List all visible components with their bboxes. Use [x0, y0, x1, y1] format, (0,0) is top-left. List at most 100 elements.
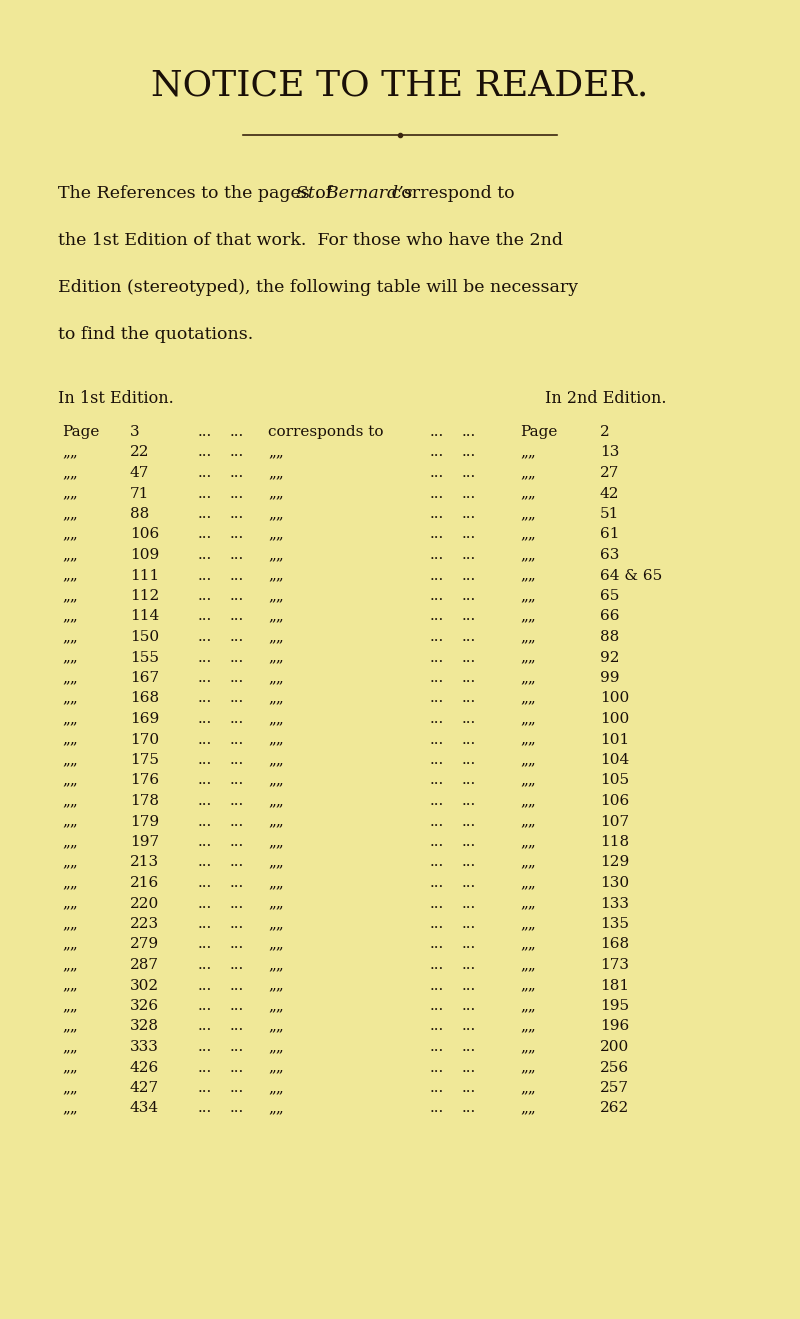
Text: 178: 178 — [130, 794, 159, 809]
Text: 200: 200 — [600, 1039, 630, 1054]
Text: „„: „„ — [62, 650, 78, 665]
Text: 213: 213 — [130, 856, 159, 869]
Text: „„: „„ — [62, 917, 78, 931]
Text: ...: ... — [230, 630, 244, 644]
Text: ...: ... — [462, 815, 476, 828]
Text: „„: „„ — [520, 547, 536, 562]
Text: ...: ... — [230, 1082, 244, 1095]
Text: Edition (stereotyped), the following table will be necessary: Edition (stereotyped), the following tab… — [58, 280, 578, 295]
Text: „„: „„ — [62, 547, 78, 562]
Text: ...: ... — [230, 1101, 244, 1116]
Text: ...: ... — [198, 609, 212, 624]
Text: ...: ... — [230, 1039, 244, 1054]
Text: ...: ... — [430, 835, 444, 849]
Text: „„: „„ — [268, 547, 284, 562]
Text: St. Bernard’s: St. Bernard’s — [296, 185, 413, 202]
Text: ...: ... — [198, 979, 212, 992]
Text: „„: „„ — [520, 506, 536, 521]
Text: ...: ... — [230, 815, 244, 828]
Text: 155: 155 — [130, 650, 159, 665]
Text: ...: ... — [462, 856, 476, 869]
Text: ...: ... — [430, 897, 444, 910]
Text: ...: ... — [462, 609, 476, 624]
Text: ...: ... — [430, 1039, 444, 1054]
Text: ...: ... — [462, 528, 476, 542]
Text: „„: „„ — [520, 773, 536, 787]
Text: „„: „„ — [62, 1039, 78, 1054]
Text: ...: ... — [230, 568, 244, 583]
Text: 175: 175 — [130, 753, 159, 768]
Text: ...: ... — [198, 547, 212, 562]
Text: „„: „„ — [520, 466, 536, 480]
Text: „„: „„ — [268, 630, 284, 644]
Text: ...: ... — [198, 506, 212, 521]
Text: 167: 167 — [130, 671, 159, 685]
Text: ...: ... — [198, 691, 212, 706]
Text: „„: „„ — [520, 917, 536, 931]
Text: 112: 112 — [130, 590, 159, 603]
Text: ...: ... — [462, 773, 476, 787]
Text: 105: 105 — [600, 773, 629, 787]
Text: „„: „„ — [520, 856, 536, 869]
Text: 92: 92 — [600, 650, 619, 665]
Text: NOTICE TO THE READER.: NOTICE TO THE READER. — [151, 69, 649, 102]
Text: ...: ... — [430, 856, 444, 869]
Text: ...: ... — [198, 1082, 212, 1095]
Text: „„: „„ — [520, 1020, 536, 1034]
Text: „„: „„ — [62, 712, 78, 725]
Text: „„: „„ — [268, 979, 284, 992]
Text: „„: „„ — [62, 815, 78, 828]
Text: ...: ... — [462, 630, 476, 644]
Text: „„: „„ — [520, 609, 536, 624]
Text: „„: „„ — [268, 897, 284, 910]
Text: ...: ... — [462, 897, 476, 910]
Text: Page: Page — [62, 425, 99, 439]
Text: ...: ... — [230, 958, 244, 972]
Text: 328: 328 — [130, 1020, 159, 1034]
Text: „„: „„ — [520, 897, 536, 910]
Text: 150: 150 — [130, 630, 159, 644]
Text: ...: ... — [230, 671, 244, 685]
Text: 61: 61 — [600, 528, 619, 542]
Text: ...: ... — [198, 732, 212, 747]
Text: ...: ... — [198, 650, 212, 665]
Text: „„: „„ — [520, 876, 536, 890]
Text: „„: „„ — [520, 1101, 536, 1116]
Text: ...: ... — [430, 938, 444, 951]
Text: „„: „„ — [268, 835, 284, 849]
Text: 101: 101 — [600, 732, 630, 747]
Text: „„: „„ — [520, 1039, 536, 1054]
Text: ...: ... — [198, 998, 212, 1013]
Text: „„: „„ — [268, 773, 284, 787]
Text: „„: „„ — [520, 691, 536, 706]
Text: „„: „„ — [62, 1020, 78, 1034]
Text: „„: „„ — [62, 856, 78, 869]
Text: ...: ... — [430, 917, 444, 931]
Text: „„: „„ — [520, 671, 536, 685]
Text: „„: „„ — [62, 1101, 78, 1116]
Text: „„: „„ — [62, 958, 78, 972]
Text: „„: „„ — [62, 794, 78, 809]
Text: „„: „„ — [268, 998, 284, 1013]
Text: „„: „„ — [62, 732, 78, 747]
Text: ...: ... — [198, 446, 212, 459]
Text: 257: 257 — [600, 1082, 629, 1095]
Text: ...: ... — [462, 425, 476, 439]
Text: ...: ... — [230, 506, 244, 521]
Text: „„: „„ — [62, 609, 78, 624]
Text: ...: ... — [230, 590, 244, 603]
Text: ...: ... — [430, 528, 444, 542]
Text: „„: „„ — [268, 1082, 284, 1095]
Text: ...: ... — [230, 856, 244, 869]
Text: „„: „„ — [268, 1101, 284, 1116]
Text: ...: ... — [430, 979, 444, 992]
Text: 434: 434 — [130, 1101, 159, 1116]
Text: „„: „„ — [268, 487, 284, 500]
Text: 287: 287 — [130, 958, 159, 972]
Text: „„: „„ — [268, 753, 284, 768]
Text: „„: „„ — [62, 568, 78, 583]
Text: ...: ... — [430, 650, 444, 665]
Text: ...: ... — [430, 506, 444, 521]
Text: 3: 3 — [130, 425, 140, 439]
Text: 65: 65 — [600, 590, 619, 603]
